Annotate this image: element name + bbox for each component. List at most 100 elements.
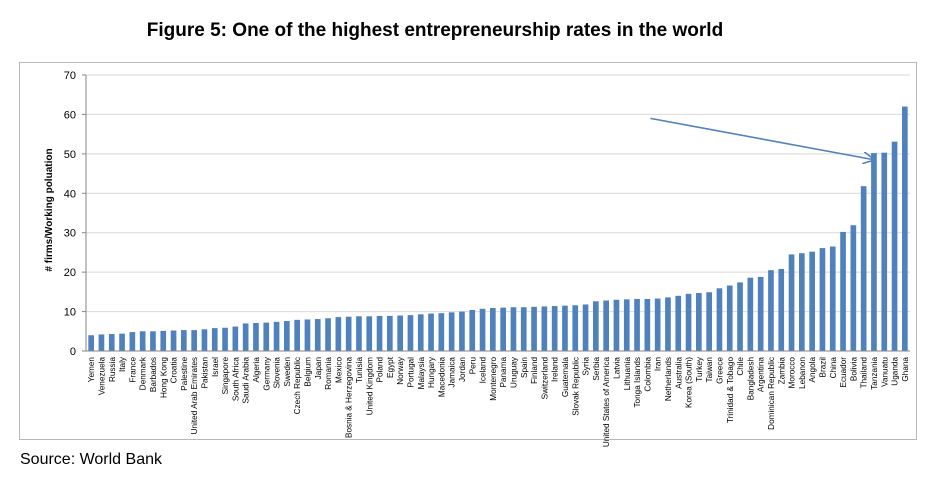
bar [294,319,300,351]
annotation-arrow [650,117,874,159]
y-tick-label: 20 [64,267,76,279]
bar [716,288,723,351]
bar [273,321,280,351]
x-tick-label: Thailand [860,357,869,389]
bar [119,333,125,351]
x-tick-label: Colombia [643,357,652,392]
bar [902,106,908,352]
x-tick-label: Barbados [149,357,158,392]
bar [459,311,465,351]
x-tick-label: Netherlands [664,357,673,401]
bar [150,331,156,351]
x-tick-label: Ecuador [839,357,848,388]
bar [490,308,496,351]
x-tick-label: Dominican Republic [767,357,776,430]
x-tick-label: Venezuela [97,357,106,396]
x-tick-label: Bosnia & Herzegovina [345,357,354,438]
x-tick-label: Pakistan [200,357,209,389]
bar [520,307,527,351]
x-tick-label: Finland [530,357,539,384]
x-tick-label: Tonga Islands [633,357,642,408]
x-tick-label: Macedonia [437,357,446,398]
x-tick-label: Hungary [427,356,436,388]
bar [284,321,290,351]
bar [160,330,167,351]
x-tick-label: Mexico [334,357,343,383]
x-tick-label: China [829,357,838,379]
x-tick-label: Montenegro [489,357,498,401]
x-tick-label: Spain [520,357,529,378]
bar [181,330,187,351]
bar [469,309,476,351]
x-tick-label: Serbia [592,357,601,381]
bar [191,330,197,351]
x-tick-label: Poland [376,357,385,383]
bar [108,334,115,351]
bar [840,231,846,351]
x-tick-label: Belgium [303,357,312,387]
x-tick-label: Yemen [87,357,96,383]
x-tick-label: Tanzania [870,357,879,390]
bar [757,276,764,351]
x-tick-label: Chile [736,357,745,376]
bar [201,329,208,351]
bar [696,293,702,351]
bar [768,270,774,351]
x-tick-label: Morocco [788,357,797,389]
x-tick-label: Ireland [551,357,560,382]
bar [263,322,270,351]
y-tick-label: 40 [64,188,76,200]
x-tick-label: Egypt [386,356,395,378]
bar [397,315,403,351]
bar [582,304,589,351]
x-tick-label: Peru [468,357,477,375]
bar [871,153,877,351]
x-tick-label: Guatemala [561,357,570,397]
x-tick-label: Uruguay [509,356,518,388]
x-tick-label: Germany [262,356,271,391]
x-tick-label: Sweden [283,357,292,387]
bar [747,277,754,351]
bar [242,323,249,351]
x-tick-label: Jordan [458,357,467,382]
x-tick-label: Latvia [612,357,621,379]
x-tick-label: Palestine [180,357,189,391]
bar [222,327,228,351]
bar [675,295,682,351]
x-tick-label: Lebanon [798,357,807,389]
x-tick-label: Bangladesh [746,357,755,401]
bar [541,306,548,351]
x-tick-label: Russia [108,357,117,382]
bar [88,335,94,351]
y-tick-label: 10 [64,307,76,319]
bar [881,152,888,351]
bar [500,307,506,351]
x-tick-label: Ghana [901,357,910,382]
x-tick-label: Norway [396,356,405,385]
bar [314,319,321,351]
bar [788,254,795,351]
bar [562,305,568,351]
bar [654,298,661,351]
bar [232,326,239,351]
bar [428,313,434,351]
bar [891,141,898,351]
bar [819,248,826,351]
bar [623,299,630,351]
x-tick-label: Angola [808,357,817,383]
bar [376,315,383,351]
bar [211,328,218,351]
x-tick-label: Portugal [406,357,415,388]
bar [510,307,517,351]
x-tick-label: Japan [314,357,323,380]
x-tick-label: Singapore [221,357,230,395]
x-tick-label: United Arab Emirates [190,357,199,434]
bar [479,308,486,351]
bar [726,285,733,351]
x-tick-label: Panama [499,357,508,388]
bar [665,297,671,351]
bar [335,317,342,351]
x-tick-label: Zambia [777,357,786,385]
bar [366,316,373,351]
